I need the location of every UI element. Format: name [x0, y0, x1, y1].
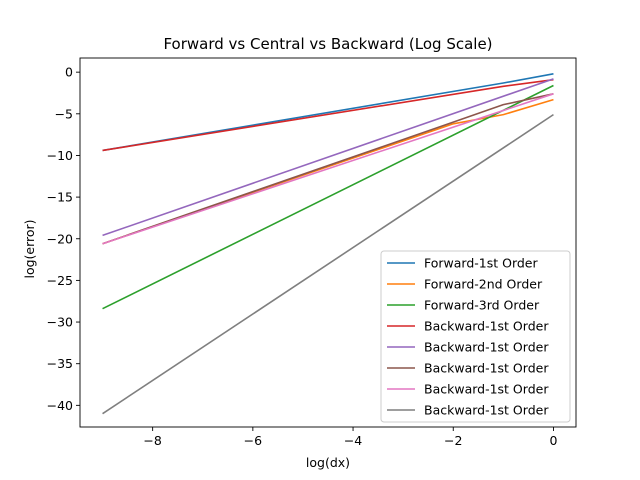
y-axis-ticks: 0 −5 −10 −15 −20 −25 −30 −35 −40: [47, 65, 80, 413]
series-line-6: [102, 93, 554, 245]
y-tick-label: −35: [47, 356, 73, 371]
y-tick-label: 0: [65, 65, 73, 80]
x-axis-ticks: −8 −6 −4 −2 0: [143, 427, 557, 448]
x-axis-label: log(dx): [306, 455, 350, 470]
series-line-8: [102, 113, 554, 415]
y-tick-label: −15: [47, 190, 73, 205]
x-tick-label: −4: [344, 433, 362, 448]
legend-label: Backward-1st Order: [424, 319, 549, 334]
series-line-7: [102, 93, 554, 245]
legend: Forward-1st Order Forward-2nd Order Forwar…: [380, 250, 571, 423]
y-tick-label: −20: [47, 231, 73, 246]
y-tick-label: −5: [55, 106, 73, 121]
legend-label: Forward-1st Order: [424, 256, 539, 271]
series-layer: [102, 73, 554, 415]
series-line-3: [102, 84, 554, 310]
series-line-4: [102, 78, 554, 152]
series-line-5: [102, 78, 554, 237]
legend-label: Backward-1st Order: [424, 361, 549, 376]
x-tick-label: 0: [549, 433, 557, 448]
y-tick-label: −25: [47, 273, 73, 288]
y-tick-label: −30: [47, 315, 73, 330]
chart-title: Forward vs Central vs Backward (Log Scal…: [163, 35, 492, 53]
series-line-1: [102, 73, 554, 152]
series-line-2: [102, 98, 554, 245]
x-tick-label: −6: [244, 433, 262, 448]
plot-frame: [79, 57, 577, 428]
x-tick-label: −2: [444, 433, 462, 448]
legend-label: Forward-2nd Order: [424, 277, 543, 292]
legend-label: Forward-3rd Order: [424, 298, 540, 313]
y-tick-label: −40: [47, 398, 73, 413]
x-tick-label: −8: [143, 433, 161, 448]
y-axis-label: log(error): [22, 219, 37, 278]
legend-box: [380, 250, 571, 423]
legend-label: Backward-1st Order: [424, 382, 549, 397]
legend-label: Backward-1st Order: [424, 403, 549, 418]
legend-label: Backward-1st Order: [424, 340, 549, 355]
y-tick-label: −10: [47, 148, 73, 163]
